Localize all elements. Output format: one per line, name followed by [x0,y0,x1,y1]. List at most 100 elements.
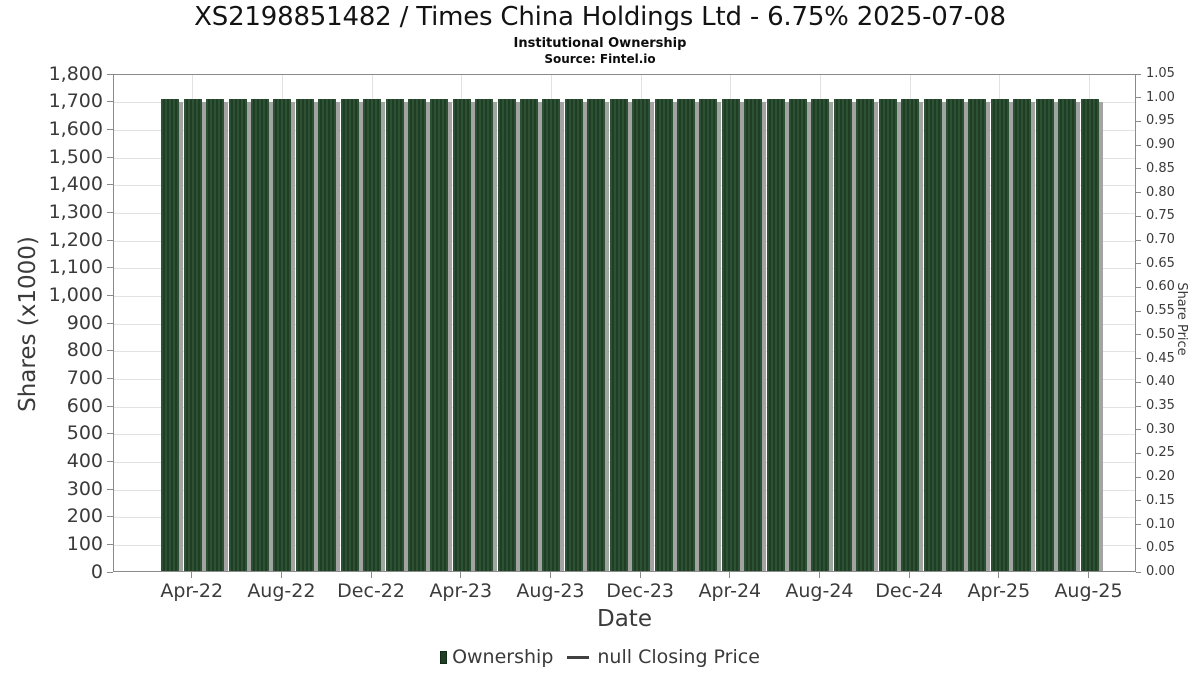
x-tick-mark [998,572,1000,578]
y-tick-label: 100 [66,532,103,555]
x-tick-label: Aug-24 [785,580,854,602]
y-tick-label: 1,600 [48,117,103,140]
plot-area [113,74,1136,572]
right-tick-label: 0.90 [1146,137,1175,153]
right-tick-label: 0.20 [1146,469,1175,485]
y-tick-mark [107,543,113,545]
chart-subtitle: Institutional Ownership [513,36,687,51]
right-tick-mark [1136,286,1141,288]
ownership-bar [789,99,808,571]
y-tick-mark [107,571,113,573]
ownership-bar [1013,99,1032,571]
y-tick-label: 900 [66,311,103,334]
ownership-bar [407,99,426,571]
x-tick-mark [1088,572,1090,578]
right-tick-mark [1136,97,1141,99]
right-tick-mark [1136,120,1141,122]
right-tick-label: 0.30 [1146,421,1175,437]
y-tick-mark [107,294,113,296]
chart-source: Source: Fintel.io [544,52,656,66]
right-tick-mark [1136,381,1141,383]
ownership-bar [564,99,583,571]
ownership-bar [183,99,202,571]
ownership-bar [744,99,763,571]
ownership-bar [878,99,897,571]
right-tick-mark [1136,547,1141,549]
right-tick-mark [1136,500,1141,502]
y-tick-label: 1,200 [48,228,103,251]
ownership-bar [161,99,180,571]
x-tick-mark [549,572,551,578]
right-tick-label: 1.05 [1146,66,1175,81]
y-tick-label: 700 [66,366,103,389]
ownership-bar [923,99,942,571]
y-tick-mark [107,460,113,462]
ownership-bar [901,99,920,571]
right-tick-mark [1136,571,1141,573]
right-tick-mark [1136,405,1141,407]
ownership-bar [946,99,964,571]
ownership-bar [295,99,314,571]
ownership-bar [721,99,740,571]
x-tick-label: Apr-23 [429,580,493,602]
right-tick-mark [1136,239,1141,241]
y-tick-mark [107,184,113,186]
ownership-bar [452,99,471,571]
right-tick-label: 0.85 [1146,160,1175,176]
x-tick-label: Apr-25 [967,580,1031,602]
y-tick-mark [107,516,113,518]
legend: Ownership null Closing Price [0,644,1200,670]
y-tick-label: 1,500 [48,145,103,168]
y-tick-mark [107,433,113,435]
y-tick-label: 200 [66,505,103,528]
y-tick-mark [107,350,113,352]
y-tick-label: 500 [66,422,103,445]
x-tick-mark [729,572,731,578]
y-tick-label: 600 [66,394,103,417]
y-tick-label: 800 [66,339,103,362]
y-tick-label: 400 [66,449,103,472]
right-tick-mark [1136,334,1141,336]
right-tick-label: 1.00 [1146,89,1175,105]
ownership-bar [766,99,785,571]
ownership-bar [542,99,561,571]
y-tick-mark [107,405,113,407]
x-tick-mark [908,572,910,578]
x-tick-mark [280,572,282,578]
ownership-bar [632,99,651,571]
right-tick-mark [1136,192,1141,194]
right-tick-label: 0.00 [1146,564,1175,579]
right-tick-label: 0.25 [1146,445,1175,461]
x-tick-label: Dec-24 [875,580,944,602]
x-tick-mark [639,572,641,578]
y-tick-label: 1,100 [48,256,103,279]
ownership-bar [676,99,695,571]
y-tick-mark [107,128,113,130]
right-tick-label: 0.80 [1146,184,1175,200]
right-tick-mark [1136,358,1141,360]
ownership-bar [811,99,830,571]
right-tick-label: 0.55 [1146,303,1175,319]
x-tick-label: Apr-24 [698,580,762,602]
ownership-bar [968,99,987,571]
y-tick-mark [107,73,113,75]
right-tick-label: 0.05 [1146,540,1175,556]
right-tick-label: 0.45 [1146,350,1175,366]
x-tick-label: Apr-22 [160,580,224,602]
right-tick-mark [1136,144,1141,146]
y-tick-mark [107,377,113,379]
right-tick-mark [1136,263,1141,265]
right-tick-mark [1136,429,1141,431]
right-tick-label: 0.10 [1146,516,1175,532]
right-tick-mark [1136,524,1141,526]
right-tick-label: 0.15 [1146,492,1175,508]
right-tick-mark [1136,476,1141,478]
ownership-bar [363,99,382,571]
ownership-bar [273,99,292,571]
x-tick-label: Dec-23 [606,580,675,602]
ownership-bar [856,99,875,571]
right-tick-label: 0.60 [1146,279,1175,295]
ownership-bar [385,99,404,571]
ownership-bar [206,99,225,571]
y-tick-label: 0 [90,560,103,583]
